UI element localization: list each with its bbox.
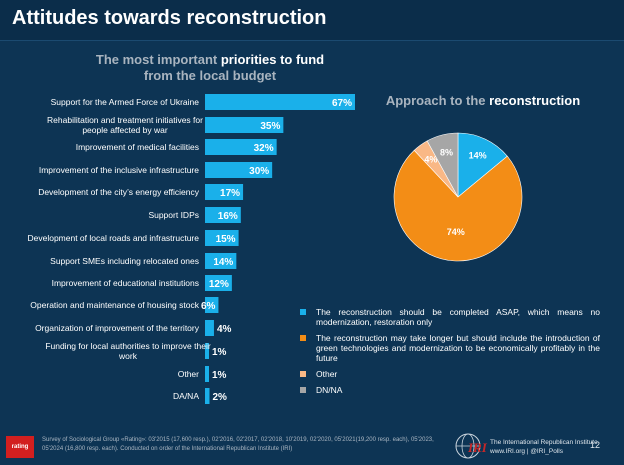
bar-data-label: 6% <box>201 301 216 312</box>
bar-category-label: Funding for local authorities to improve… <box>45 341 211 361</box>
bar-category-label: Other <box>178 369 199 379</box>
bar-9 <box>205 297 219 313</box>
bar-data-label: 14% <box>213 257 233 268</box>
legend-swatch-green <box>300 335 306 341</box>
bar-chart-heading: The most important priorities to fund fr… <box>60 52 360 84</box>
legend-label-green: The reconstruction may take longer but s… <box>316 333 600 363</box>
page-number: 12 <box>590 440 601 450</box>
legend-swatch-other <box>300 371 306 377</box>
bar-category-label: Support for the Armed Force of Ukraine <box>51 97 200 107</box>
bar-data-label: 32% <box>254 143 274 154</box>
bar-6 <box>205 230 239 246</box>
pie-slice-1 <box>393 149 523 262</box>
legend-swatch-dkna <box>300 387 306 393</box>
legend-label-asap: The reconstruction should be completed A… <box>316 307 600 327</box>
bar-7 <box>205 253 237 269</box>
bar-category-label: Rehabilitation and treatment initiatives… <box>47 115 203 135</box>
bar-data-label: 67% <box>332 98 352 109</box>
bar-heading-line2: from the local budget <box>143 68 277 83</box>
pie-slice-0 <box>457 132 508 198</box>
bar-data-label: 35% <box>260 121 280 132</box>
bar-category-label: Organization of improvement of the terri… <box>35 323 200 333</box>
bar-category-label: Improvement of educational institutions <box>52 278 199 288</box>
legend-swatch-asap <box>300 309 306 315</box>
bar-heading-prefix: The most important <box>95 52 218 67</box>
bar-category-label: Improvement of medical facilities <box>76 142 199 152</box>
bar-3 <box>205 162 273 178</box>
bar-category-label: Support IDPs <box>148 210 199 220</box>
pie-data-label: 4% <box>424 155 437 165</box>
legend-label-dkna: DN/NA <box>316 385 343 395</box>
pie-chart-heading: Approach to the reconstruction <box>383 93 583 108</box>
pie-data-label: 74% <box>447 227 465 237</box>
bar-10 <box>205 320 214 336</box>
pie-heading-prefix: Approach to the <box>385 93 486 108</box>
pie-data-label: 8% <box>440 147 453 157</box>
page-title: Attitudes towards reconstruction <box>12 7 327 29</box>
bar-11 <box>205 343 209 359</box>
legend-item-green: The reconstruction may take longer but s… <box>300 333 600 363</box>
bar-8 <box>205 275 232 291</box>
bar-category-label: Operation and maintenance of housing sto… <box>30 300 199 310</box>
bar-category-label: DA/NA <box>173 391 199 401</box>
iri-logo-icon <box>455 433 481 459</box>
bar-data-label: 4% <box>217 324 232 335</box>
rating-logo: rating <box>6 436 34 458</box>
iri-info: The International Republican Institute w… <box>490 438 598 456</box>
bar-data-label: 30% <box>249 166 269 177</box>
bar-5 <box>205 207 241 223</box>
bar-0 <box>205 94 355 110</box>
iri-logo-text: IRI <box>468 440 487 455</box>
pie-data-label: 14% <box>469 150 487 160</box>
legend-item-dkna: DN/NA <box>300 385 600 395</box>
legend-item-asap: The reconstruction should be completed A… <box>300 307 600 327</box>
bar-data-label: 12% <box>209 279 229 290</box>
bar-category-label: Improvement of the inclusive infrastruct… <box>39 165 199 175</box>
iri-links: www.IRI.org | @IRI_Polls <box>490 448 563 455</box>
pie-legend: The reconstruction should be completed A… <box>300 307 600 401</box>
iri-name: The International Republican Institute <box>490 439 598 446</box>
bar-data-label: 1% <box>212 370 227 381</box>
bar-data-label: 16% <box>218 211 238 222</box>
bar-2 <box>205 139 277 155</box>
source-note: Survey of Sociological Group «Rating»: 0… <box>42 437 434 452</box>
bar-1 <box>205 117 284 133</box>
bar-category-label: Development of the city’s energy efficie… <box>38 187 200 197</box>
bar-data-label: 17% <box>220 188 240 199</box>
bar-data-label: 1% <box>212 347 227 358</box>
legend-label-other: Other <box>316 369 338 379</box>
title-bar: Attitudes towards reconstruction <box>0 0 624 41</box>
bar-category-label: Support SMEs including relocated ones <box>50 256 199 266</box>
bar-heading-highlight: priorities to fund <box>220 52 325 67</box>
bar-4 <box>205 184 244 200</box>
bar-data-label: 15% <box>216 234 236 245</box>
bar-13 <box>205 388 210 404</box>
legend-item-other: Other <box>300 369 600 379</box>
bar-category-label: Development of local roads and infrastru… <box>27 233 199 243</box>
pie-slice-3 <box>426 132 459 198</box>
bar-data-label: 2% <box>212 392 227 403</box>
bar-12 <box>205 366 209 382</box>
pie-heading-highlight: reconstruction <box>489 93 581 108</box>
